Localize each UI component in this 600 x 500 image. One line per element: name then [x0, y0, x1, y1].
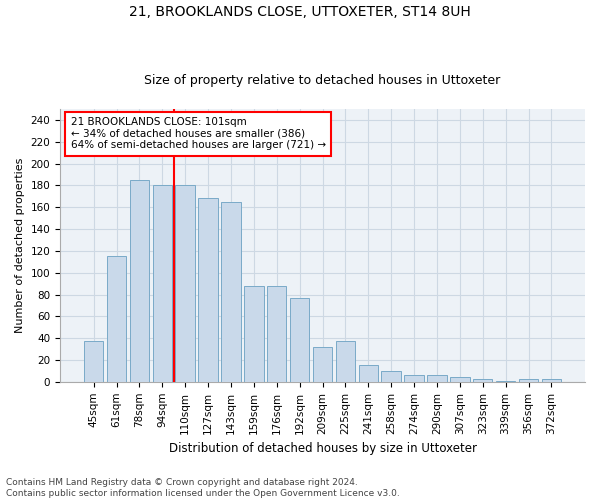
Bar — [84, 342, 103, 382]
Bar — [542, 378, 561, 382]
Bar — [107, 256, 126, 382]
Text: Contains HM Land Registry data © Crown copyright and database right 2024.
Contai: Contains HM Land Registry data © Crown c… — [6, 478, 400, 498]
Bar — [496, 380, 515, 382]
Text: 21, BROOKLANDS CLOSE, UTTOXETER, ST14 8UH: 21, BROOKLANDS CLOSE, UTTOXETER, ST14 8U… — [129, 5, 471, 19]
Bar — [382, 371, 401, 382]
Bar — [335, 342, 355, 382]
Bar — [175, 186, 195, 382]
Bar — [130, 180, 149, 382]
Bar — [519, 378, 538, 382]
Bar — [244, 286, 263, 382]
Bar — [473, 378, 493, 382]
Bar — [313, 347, 332, 382]
X-axis label: Distribution of detached houses by size in Uttoxeter: Distribution of detached houses by size … — [169, 442, 476, 455]
Bar — [152, 186, 172, 382]
Bar — [404, 376, 424, 382]
Y-axis label: Number of detached properties: Number of detached properties — [15, 158, 25, 333]
Bar — [267, 286, 286, 382]
Text: 21 BROOKLANDS CLOSE: 101sqm
← 34% of detached houses are smaller (386)
64% of se: 21 BROOKLANDS CLOSE: 101sqm ← 34% of det… — [71, 117, 326, 150]
Bar — [427, 376, 446, 382]
Bar — [290, 298, 310, 382]
Bar — [359, 366, 378, 382]
Bar — [450, 378, 470, 382]
Bar — [221, 202, 241, 382]
Title: Size of property relative to detached houses in Uttoxeter: Size of property relative to detached ho… — [145, 74, 500, 87]
Bar — [199, 198, 218, 382]
